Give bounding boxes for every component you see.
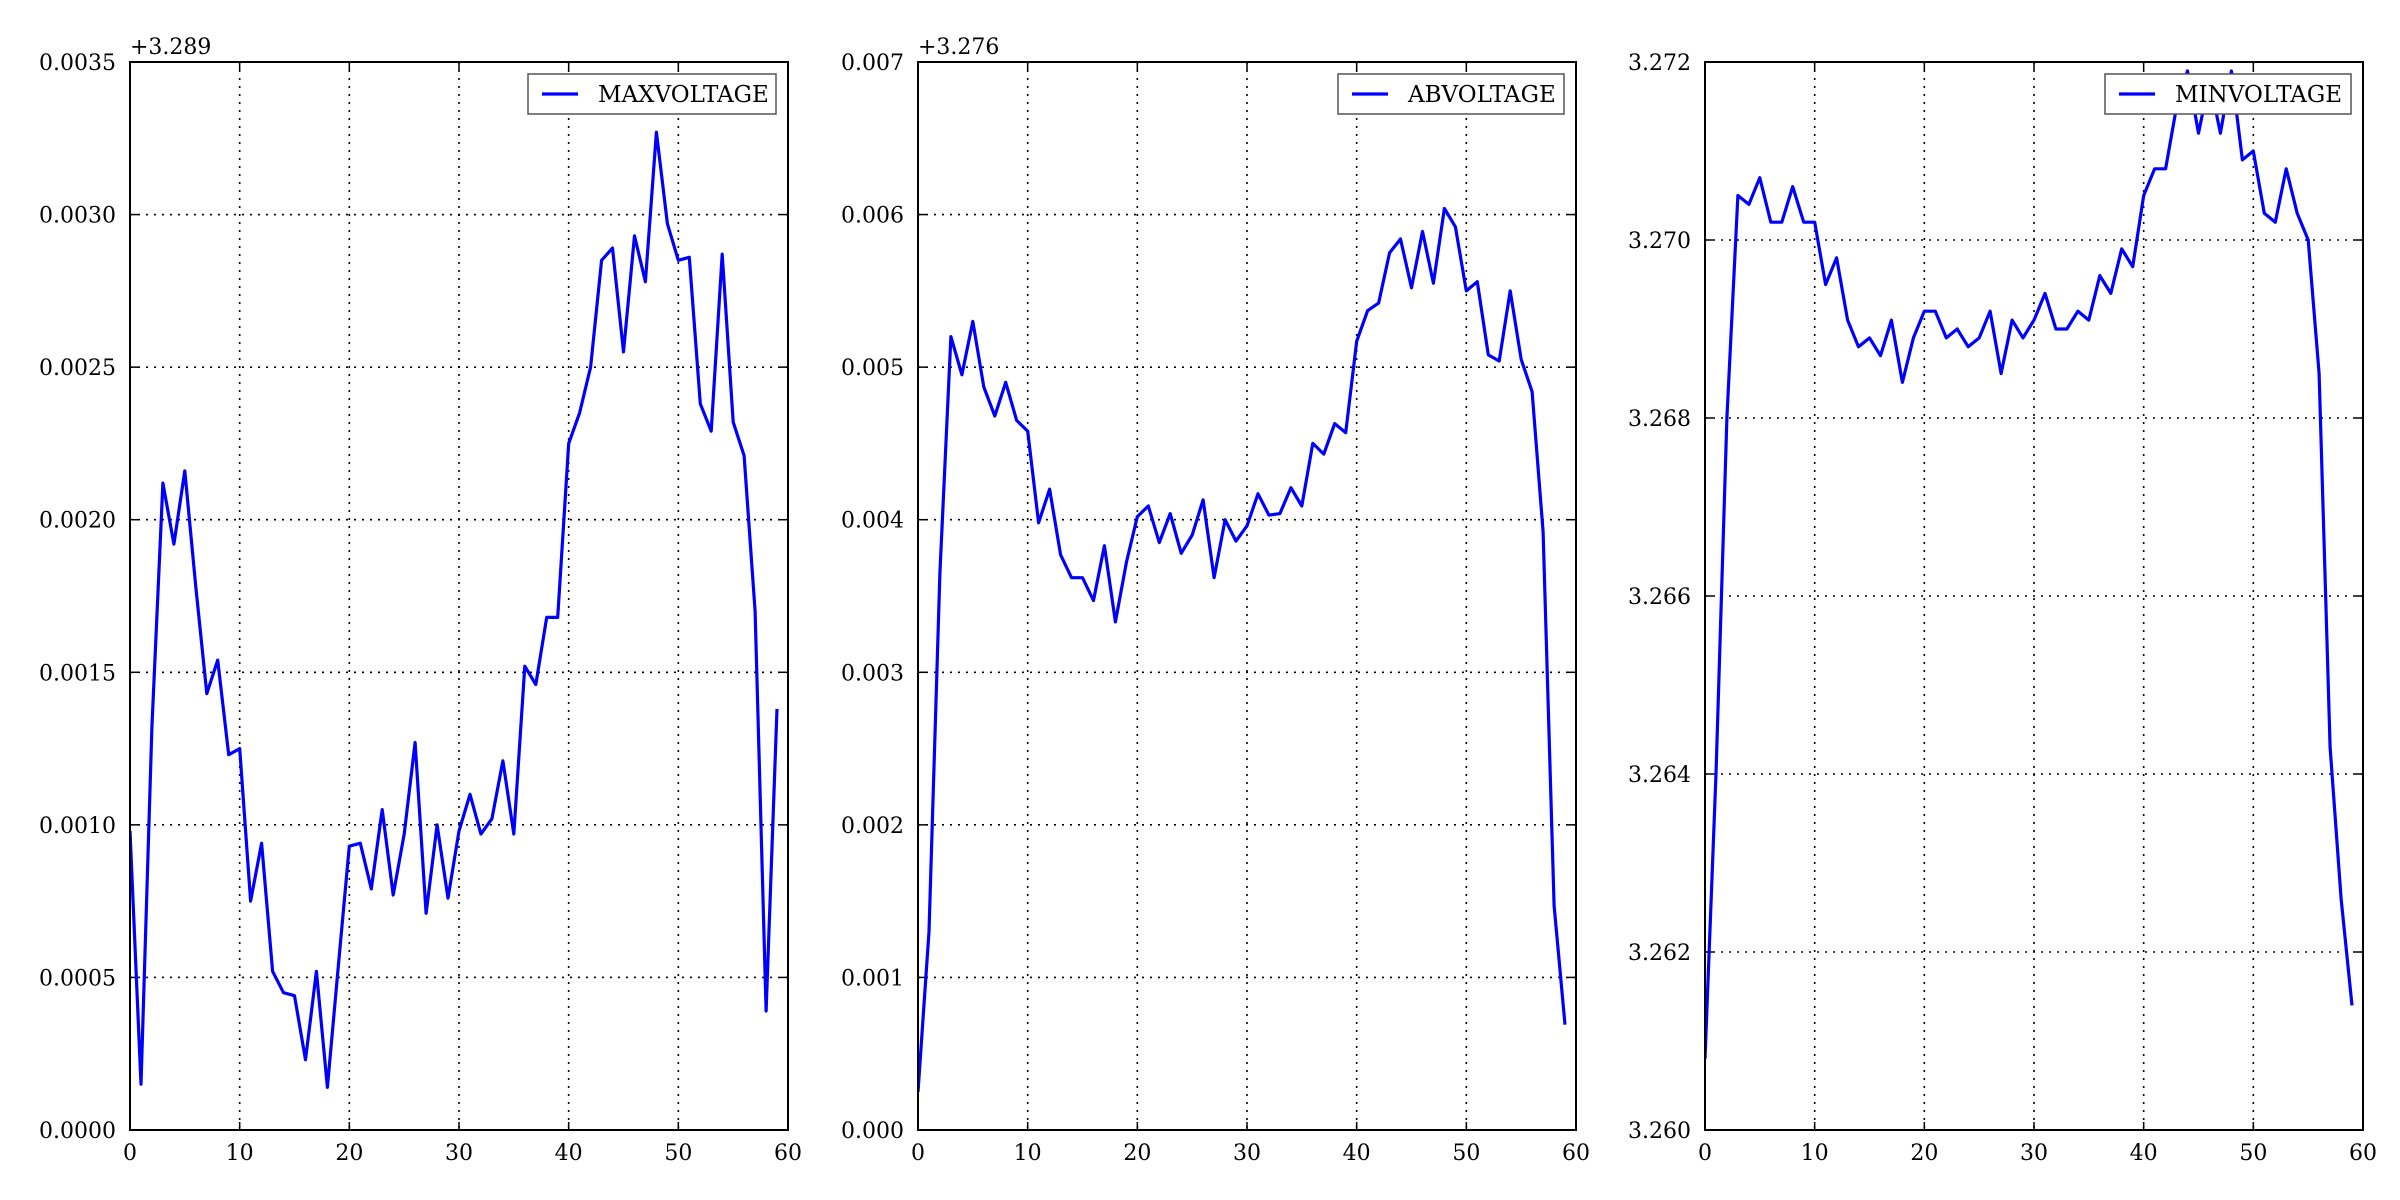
x-tick-label: 60 (774, 1141, 802, 1166)
x-tick-label: 0 (1698, 1141, 1712, 1166)
legend: ABVOLTAGE (1337, 73, 1565, 115)
series-line-abvoltage (918, 206, 1567, 1093)
x-tick-label: 20 (1123, 1141, 1151, 1166)
y-tick-label: 3.270 (1628, 229, 1691, 254)
x-tick-label: 30 (2020, 1141, 2048, 1166)
y-tick-label: 3.266 (1628, 585, 1691, 610)
x-tick-label: 0 (123, 1141, 137, 1166)
y-tick-label: 0.0020 (39, 509, 116, 534)
y-tick-label: 0.006 (841, 204, 904, 229)
x-tick-label: 60 (2349, 1141, 2377, 1166)
y-tick-label: 0.0005 (39, 966, 116, 991)
series-line-minvoltage (1705, 69, 2354, 1059)
y-tick-label: 0.002 (841, 814, 904, 839)
y-tick-label: 3.262 (1628, 941, 1691, 966)
y-tick-label: 0.0015 (39, 661, 116, 686)
y-tick-label: 0.0035 (39, 51, 116, 76)
y-tick-label: 0.000 (841, 1119, 904, 1144)
x-tick-label: 20 (1910, 1141, 1938, 1166)
legend: MINVOLTAGE (2104, 73, 2352, 115)
x-tick-label: 60 (1562, 1141, 1590, 1166)
x-tick-label: 30 (1233, 1141, 1261, 1166)
axes-frame (1704, 61, 2364, 1131)
y-offset-label: +3.276 (918, 35, 999, 60)
subplot-2: 0 10 20 30 40 50 60 0.000 0.001 0.002 0.003 0.004 0.… (841, 35, 1590, 1166)
x-tick-label: 50 (1452, 1141, 1480, 1166)
x-tick-label: 30 (445, 1141, 473, 1166)
x-tick-label: 50 (2239, 1141, 2267, 1166)
x-tick-label: 10 (1801, 1141, 1829, 1166)
y-tick-label: 3.260 (1628, 1119, 1691, 1144)
x-tick-label: 40 (1343, 1141, 1371, 1166)
y-tick-label: 0.003 (841, 661, 904, 686)
y-tick-label: 0.001 (841, 966, 904, 991)
y-tick-label: 0.0025 (39, 356, 116, 381)
y-tick-label: 0.007 (841, 51, 904, 76)
axes-frame (129, 61, 789, 1131)
y-tick-label: 0.0000 (39, 1119, 116, 1144)
legend-label: ABVOLTAGE (1407, 82, 1556, 108)
x-tick-label: 20 (335, 1141, 363, 1166)
y-tick-label: 3.268 (1628, 407, 1691, 432)
x-tick-label: 50 (664, 1141, 692, 1166)
y-tick-label: 3.264 (1628, 763, 1691, 788)
axes-frame (917, 61, 1577, 1131)
x-tick-label: 10 (1014, 1141, 1042, 1166)
y-tick-label: 0.004 (841, 509, 904, 534)
subplot-3: 0 10 20 30 40 50 60 3.260 3.262 3.264 3.266 3.268 3.… (1628, 51, 2377, 1166)
subplot-1: 0 10 20 30 40 50 60 0.0000 0.0005 0.0010 0.0015 0.0… (39, 35, 802, 1166)
y-tick-label: 0.0010 (39, 814, 116, 839)
y-offset-label: +3.289 (130, 35, 211, 60)
y-tick-label: 3.272 (1628, 51, 1691, 76)
legend-label: MINVOLTAGE (2175, 82, 2342, 108)
y-tick-label: 0.0030 (39, 204, 116, 229)
x-tick-label: 40 (2130, 1141, 2158, 1166)
y-tick-label: 0.005 (841, 356, 904, 381)
x-tick-label: 40 (555, 1141, 583, 1166)
legend-label: MAXVOLTAGE (598, 82, 769, 108)
series-line-maxvoltage (130, 130, 779, 1089)
legend: MAXVOLTAGE (527, 73, 777, 115)
x-tick-label: 10 (226, 1141, 254, 1166)
x-tick-label: 0 (911, 1141, 925, 1166)
